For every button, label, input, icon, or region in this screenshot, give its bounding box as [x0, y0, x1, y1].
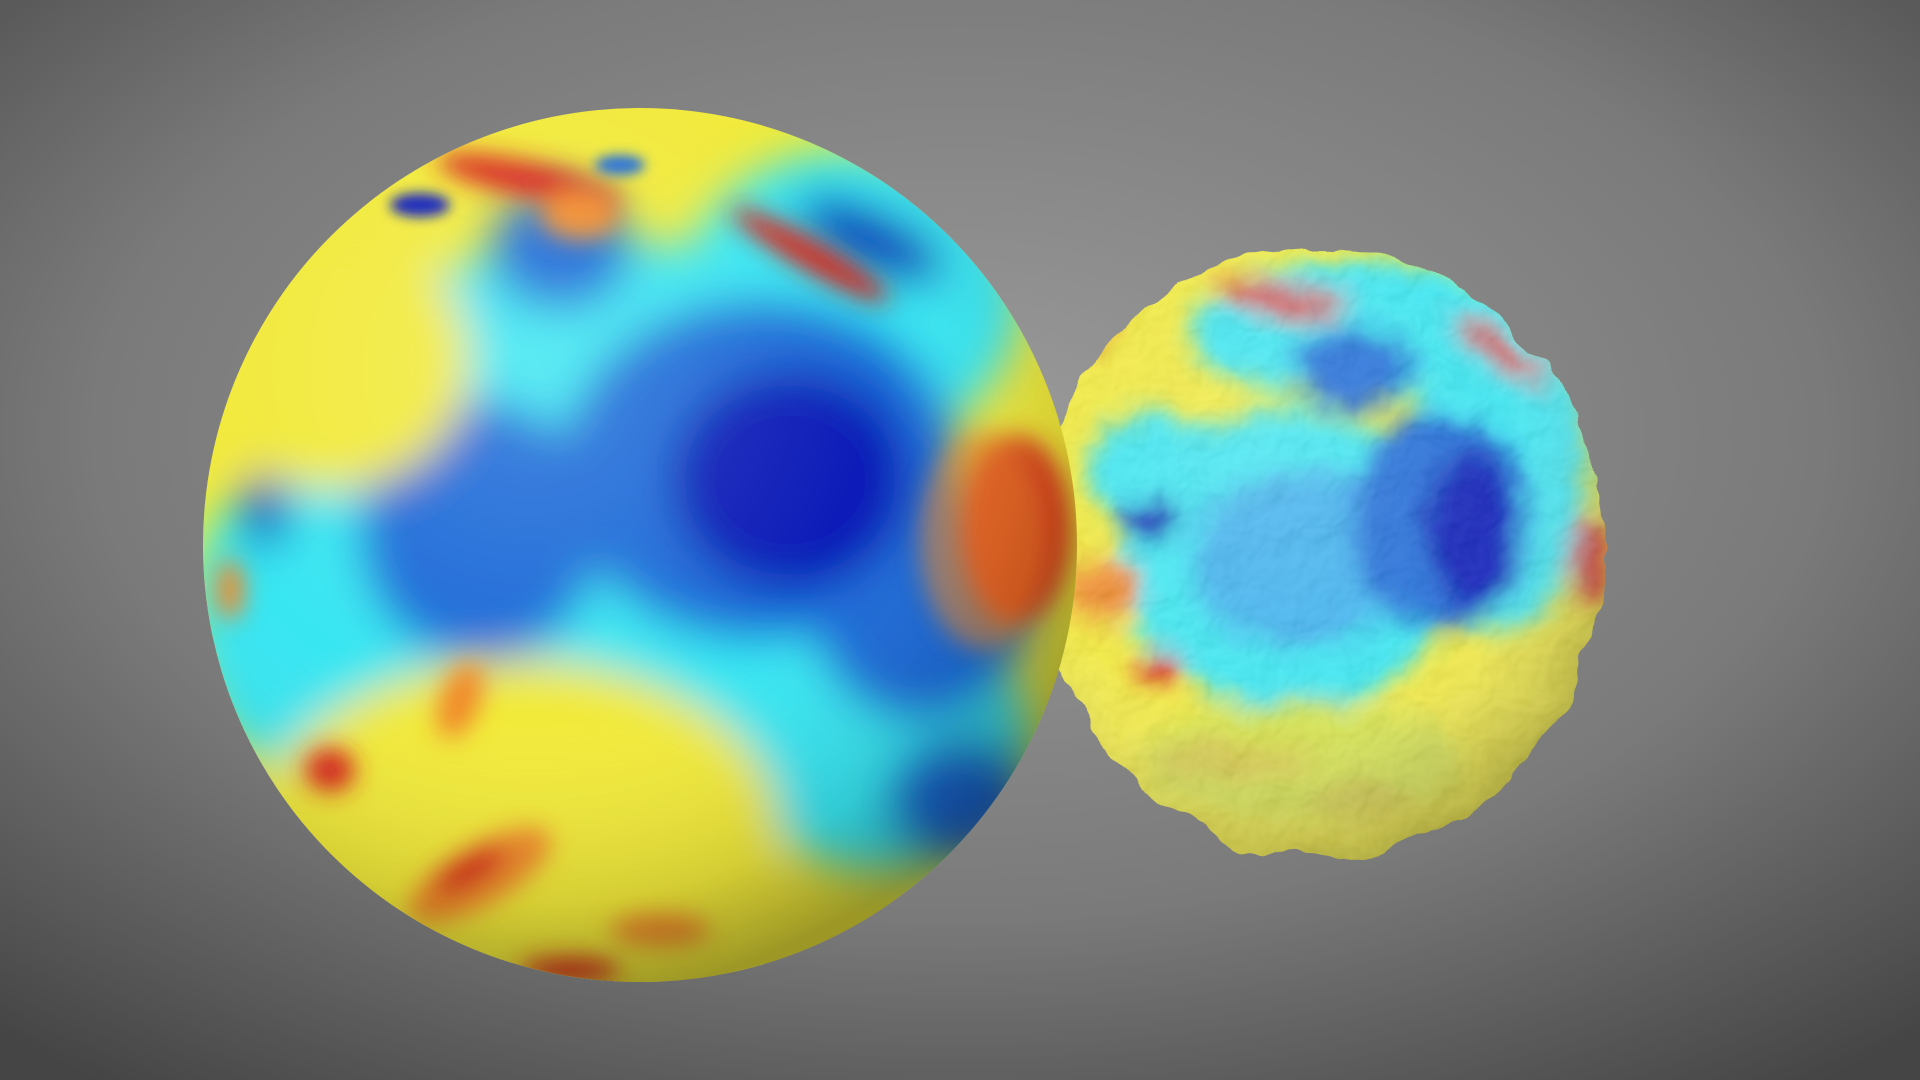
- smooth-sphere[interactable]: [190, 100, 1090, 1000]
- bumpy-sphere[interactable]: [1020, 230, 1620, 870]
